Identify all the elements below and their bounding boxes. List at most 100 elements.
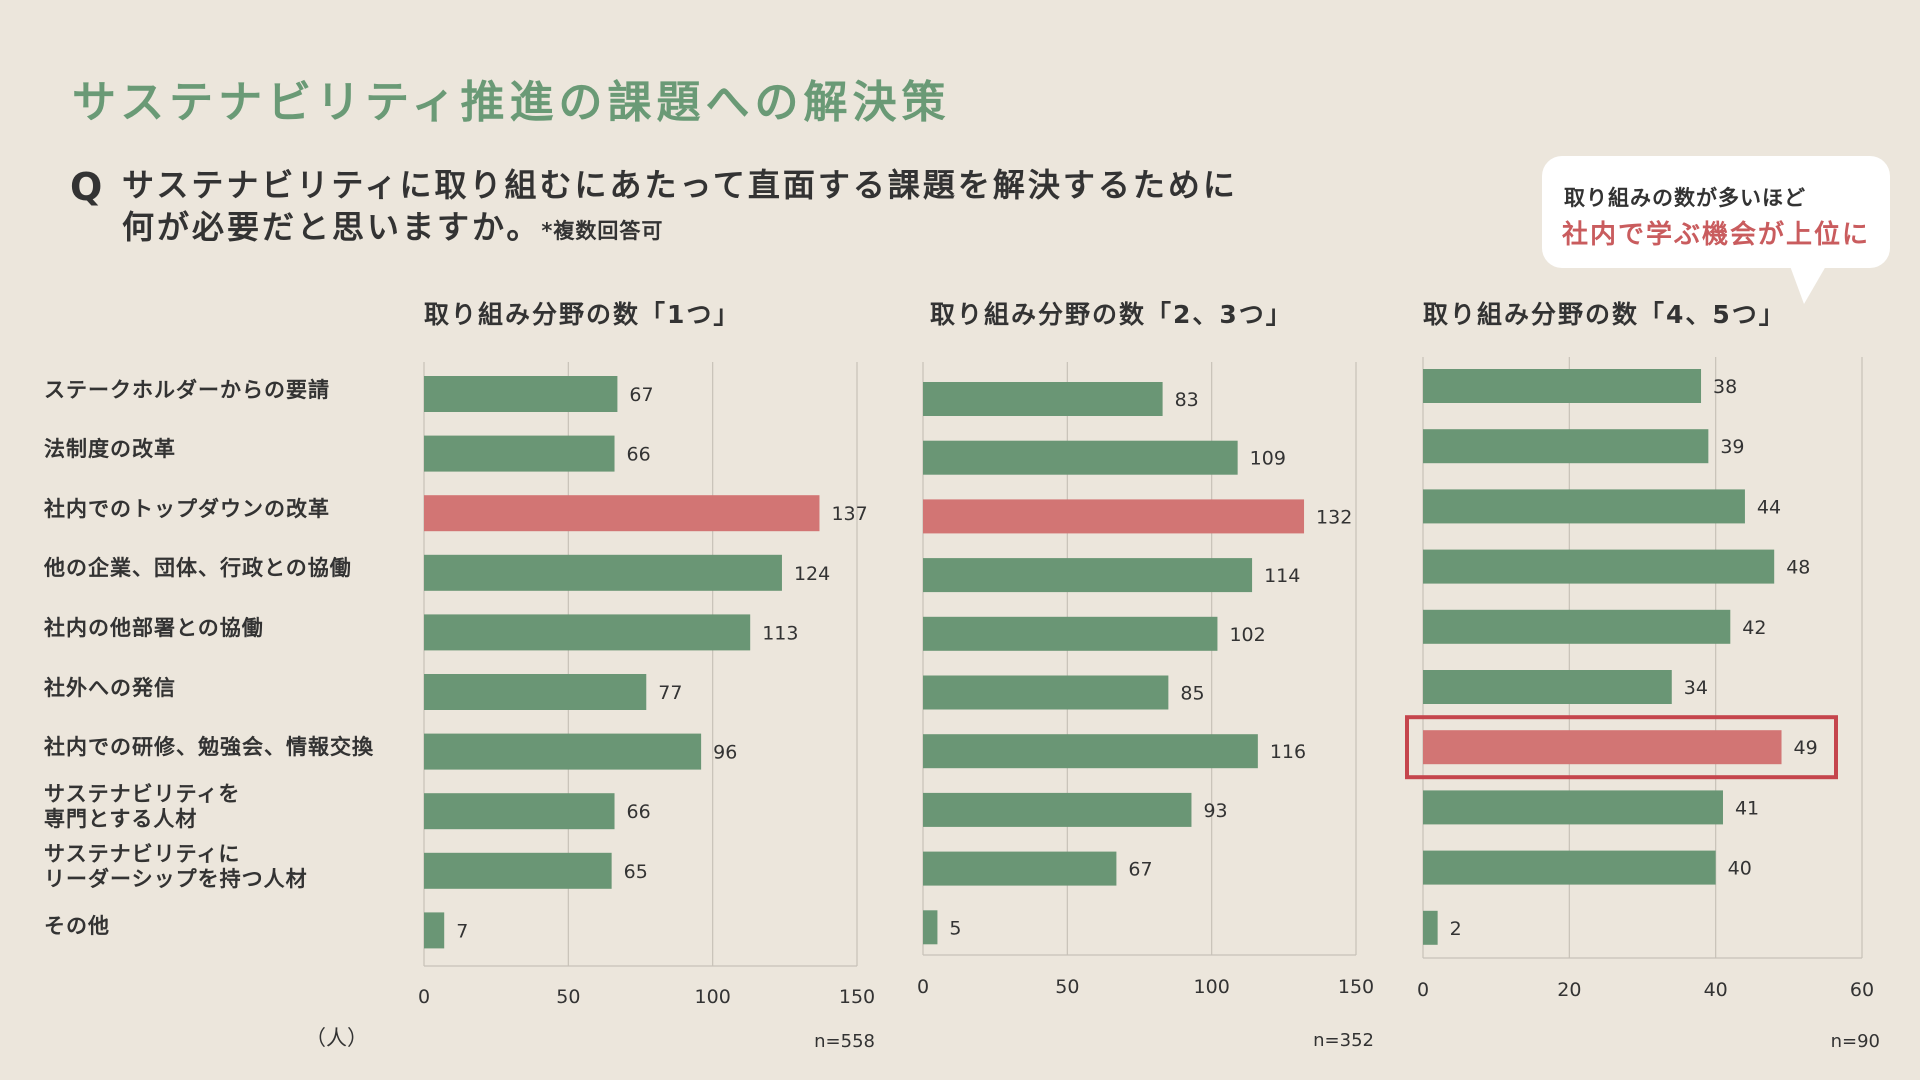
bar-p3-6 <box>1423 730 1782 765</box>
highlight-frame-p3 <box>1405 715 1838 780</box>
panel-title-2: 取り組み分野の数「2、3つ」 <box>930 300 1293 329</box>
category-label-9: その他 <box>44 914 110 939</box>
n-label-p2: n=352 <box>1313 1030 1374 1051</box>
tick-label-p3-2: 40 <box>1704 979 1728 1001</box>
panel-title-1: 取り組み分野の数「1つ」 <box>424 300 741 329</box>
data-label-p3-5: 34 <box>1684 677 1708 699</box>
data-label-p2-3: 114 <box>1264 565 1300 587</box>
category-label-4-line-0: 社内の他部署との協働 <box>44 615 264 640</box>
bar-p1-6 <box>424 733 702 770</box>
tick-label-p2-2: 100 <box>1194 976 1230 998</box>
bar-p2-9 <box>923 910 938 945</box>
question-line-1: サステナビリティに取り組むにあたって直面する課題を解決するために <box>122 166 1238 204</box>
category-label-4: 社内の他部署との協働 <box>44 616 264 641</box>
data-label-p3-8: 40 <box>1728 858 1752 880</box>
data-label-p3-1: 39 <box>1720 436 1744 458</box>
category-label-8-line-1: リーダーシップを持つ人材 <box>44 866 308 891</box>
callout-line-1: 取り組みの数が多いほど <box>1564 186 1806 210</box>
bar-p1-1 <box>424 435 615 472</box>
data-label-p2-6: 116 <box>1270 741 1306 763</box>
page-title: サステナビリティ推進の課題への解決策 <box>72 77 951 128</box>
bar-p2-7 <box>923 792 1192 827</box>
data-label-p2-9: 5 <box>949 917 961 939</box>
bar-p1-3 <box>424 554 782 591</box>
n-label-p3: n=90 <box>1831 1031 1880 1052</box>
data-label-p2-2: 132 <box>1316 506 1352 528</box>
category-label-6: 社内での研修、勉強会、情報交換 <box>44 735 374 760</box>
data-label-p1-1: 66 <box>627 444 651 466</box>
bar-p2-0 <box>923 382 1163 416</box>
question-text: サステナビリティに取り組むにあたって直面する課題を解決するために 何が必要だと思… <box>122 164 1238 252</box>
bar-p3-2 <box>1423 489 1745 524</box>
panel-title-3: 取り組み分野の数「4、5つ」 <box>1423 300 1786 329</box>
data-label-p2-8: 67 <box>1128 859 1152 881</box>
bar-p3-7 <box>1423 790 1723 825</box>
tick-label-p1-1: 50 <box>556 986 580 1008</box>
bar-p3-5 <box>1423 670 1672 704</box>
bar-p3-0 <box>1423 369 1702 403</box>
unit-label: （人） <box>305 1026 368 1050</box>
data-label-p3-0: 38 <box>1713 376 1737 398</box>
category-label-8: サステナビリティに リーダーシップを持つ人材 <box>44 842 308 892</box>
bar-p1-9 <box>424 912 445 949</box>
bar-p2-1 <box>923 440 1238 475</box>
tick-label-p3-0: 0 <box>1417 979 1429 1001</box>
bar-p3-1 <box>1423 429 1709 464</box>
bar-p2-4 <box>923 616 1218 651</box>
bar-p1-0 <box>424 376 618 412</box>
category-label-6-line-0: 社内での研修、勉強会、情報交換 <box>44 735 374 760</box>
bar-p2-8 <box>923 851 1117 886</box>
category-label-9-line-0: その他 <box>44 913 110 938</box>
data-label-p3-4: 42 <box>1742 617 1766 639</box>
data-label-p1-0: 67 <box>629 384 653 406</box>
tick-label-p2-3: 150 <box>1338 976 1374 998</box>
category-label-7: サステナビリティを 専門とする人材 <box>44 782 240 832</box>
category-label-2-line-0: 社内でのトップダウンの改革 <box>44 496 330 521</box>
bar-p1-5 <box>424 674 647 710</box>
tick-label-p1-3: 150 <box>839 986 875 1008</box>
category-label-7-line-0: サステナビリティを <box>44 782 241 807</box>
category-label-3: 他の企業、団体、行政との協働 <box>44 556 352 581</box>
category-label-7-line-1: 専門とする人材 <box>44 807 198 832</box>
bar-p2-2 <box>923 499 1305 534</box>
data-label-p2-0: 83 <box>1175 389 1199 411</box>
question-mark: Q <box>70 165 103 209</box>
callout-line-2: 社内で学ぶ機会が上位に <box>1562 220 1871 250</box>
category-label-5-line-0: 社外への発信 <box>44 675 176 700</box>
category-label-2: 社内でのトップダウンの改革 <box>44 497 330 522</box>
n-label-p1: n=558 <box>814 1031 875 1052</box>
data-label-p2-1: 109 <box>1250 448 1286 470</box>
data-label-p2-5: 85 <box>1180 683 1204 705</box>
tick-label-p3-1: 20 <box>1557 979 1581 1001</box>
bar-p2-3 <box>923 558 1253 593</box>
tick-label-p3-3: 60 <box>1850 979 1874 1001</box>
data-label-p3-7: 41 <box>1735 797 1759 819</box>
category-label-0-line-0: ステークホルダーからの要請 <box>44 377 330 402</box>
category-label-3-line-0: 他の企業、団体、行政との協働 <box>44 556 352 581</box>
bar-p1-7 <box>424 793 615 830</box>
bar-p3-9 <box>1423 910 1438 945</box>
data-label-p3-9: 2 <box>1450 918 1462 940</box>
bar-p1-8 <box>424 852 612 889</box>
tick-label-p2-0: 0 <box>917 976 929 998</box>
data-label-p3-6: 49 <box>1794 737 1818 759</box>
data-label-p2-4: 102 <box>1229 624 1265 646</box>
category-label-1-line-0: 法制度の改革 <box>44 437 176 462</box>
tick-label-p1-0: 0 <box>418 986 430 1008</box>
data-label-p3-2: 44 <box>1757 496 1781 518</box>
category-label-5: 社外への発信 <box>44 676 176 701</box>
bar-p3-4 <box>1423 609 1731 644</box>
question-note: *複数回答可 <box>541 219 664 243</box>
bar-p2-5 <box>923 675 1169 710</box>
data-label-p1-2: 137 <box>831 503 867 525</box>
bar-p2-6 <box>923 734 1258 769</box>
data-label-p1-9: 7 <box>456 920 468 942</box>
data-label-p1-3: 124 <box>794 563 830 585</box>
bar-p3-8 <box>1423 850 1716 885</box>
data-label-p1-7: 66 <box>627 801 651 823</box>
tick-label-p1-2: 100 <box>695 986 731 1008</box>
data-label-p2-7: 93 <box>1203 800 1227 822</box>
data-label-p1-5: 77 <box>658 682 682 704</box>
data-label-p1-4: 113 <box>762 622 798 644</box>
